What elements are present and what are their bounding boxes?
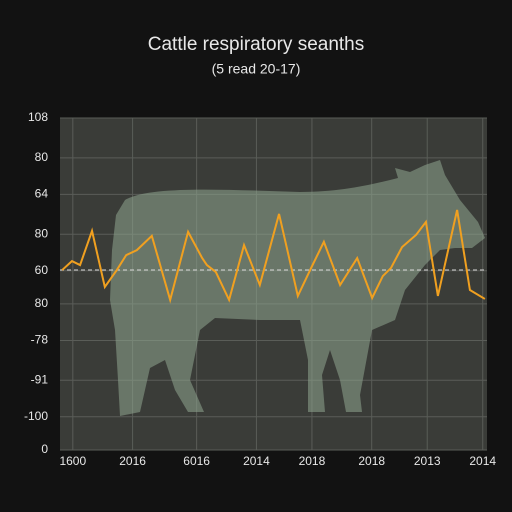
x-tick-label: 2018: [299, 454, 326, 468]
y-tick-label: 80: [35, 296, 49, 310]
x-tick-label: 1600: [59, 454, 86, 468]
x-tick-label: 2013: [414, 454, 441, 468]
y-tick-label: 80: [35, 226, 49, 240]
x-tick-label: 6016: [183, 454, 210, 468]
x-tick-label: 2014: [243, 454, 270, 468]
cow-silhouette: [110, 160, 485, 416]
y-tick-label: -91: [31, 372, 49, 386]
x-tick-label: 2018: [358, 454, 385, 468]
y-tick-label: 60: [35, 263, 49, 277]
x-tick-label: 2016: [119, 454, 146, 468]
y-tick-label: -78: [31, 333, 49, 347]
data-line: [61, 209, 486, 304]
x-tick-label: 2014: [469, 454, 496, 468]
chart-title: Cattle respiratory seanths: [148, 34, 365, 55]
y-tick-label: 64: [35, 187, 49, 201]
y-tick-label: 0: [41, 442, 48, 456]
chart-subtitle: (5 read 20-17): [212, 61, 301, 77]
y-tick-label: 108: [28, 110, 48, 124]
y-tick-label: 80: [35, 150, 49, 164]
y-tick-label: -100: [24, 409, 48, 423]
